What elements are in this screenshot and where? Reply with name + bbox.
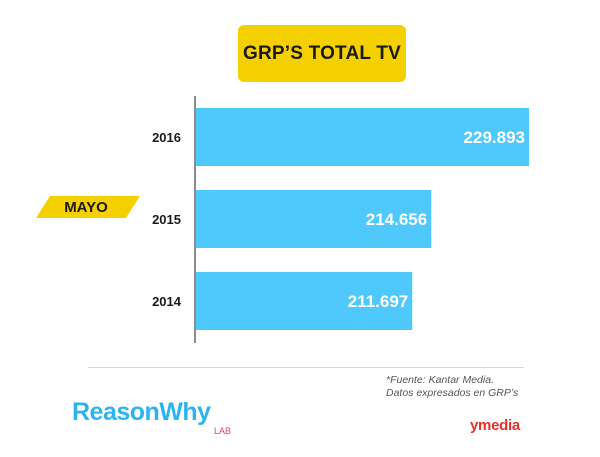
ymedia-logo: ymedia (470, 417, 520, 434)
bar-value-label-2016: 229.893 (464, 128, 525, 147)
category-label-2014: 2014 (152, 294, 182, 309)
source-note: *Fuente: Kantar Media. Datos expresados … (386, 374, 518, 400)
month-tag-label: MAYO (64, 198, 108, 216)
chart-title-box: GRP’S TOTAL TV (238, 25, 406, 82)
bar-2016 (196, 108, 529, 166)
month-tag: MAYO (36, 194, 140, 220)
source-line-1: *Fuente: Kantar Media. (386, 374, 494, 386)
chart-title: GRP’S TOTAL TV (243, 42, 401, 64)
footer-divider (88, 367, 524, 368)
source-line-2: Datos expresados en GRP’s (386, 387, 519, 399)
bar-2015 (196, 190, 432, 248)
bar-value-label-2014: 211.697 (348, 292, 409, 311)
month-tag-shape (36, 196, 140, 218)
reasonwhy-lab-label: LAB (214, 426, 232, 436)
reasonwhy-logo: ReasonWhy (72, 398, 211, 426)
bar-2014 (196, 272, 413, 330)
category-label-2016: 2016 (152, 130, 181, 145)
category-label-2015: 2015 (152, 212, 181, 227)
bar-value-label-2015: 214.656 (366, 210, 427, 229)
